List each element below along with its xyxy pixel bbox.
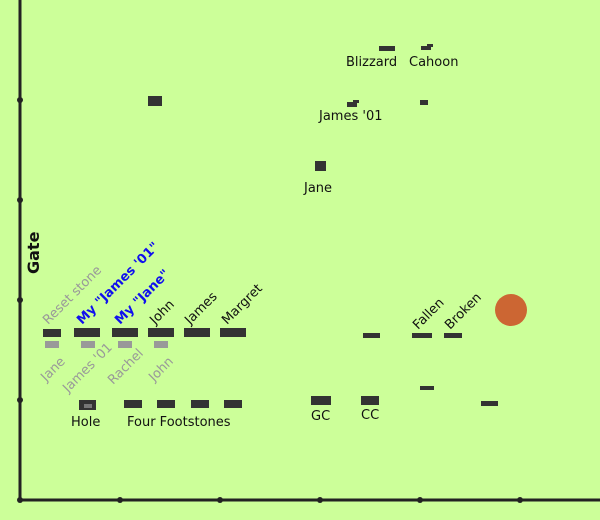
x-tick — [117, 497, 123, 503]
stone-fallen — [412, 333, 432, 338]
label-james-upper: James — [182, 289, 221, 328]
y-tick — [17, 297, 23, 303]
stone-jane-mid — [315, 161, 326, 171]
stone-john-upper — [148, 328, 174, 337]
x-tick — [317, 497, 323, 503]
label-gc: GC — [311, 409, 330, 424]
label-jane-mid: Jane — [303, 181, 332, 196]
y-tick — [17, 197, 23, 203]
stone-cahoon-top — [427, 44, 433, 47]
stone-reset — [43, 329, 61, 337]
label-broken: Broken — [442, 290, 485, 333]
y-tick — [17, 97, 23, 103]
stone-james01-top-b — [353, 100, 359, 103]
label-hole: Hole — [71, 415, 100, 430]
stone-square-left — [148, 96, 162, 106]
stone-james01-top — [347, 102, 357, 107]
stone-hole-inner — [84, 404, 92, 408]
stone-blizzard — [379, 46, 395, 51]
y-tick — [17, 397, 23, 403]
stone-gray-rachel — [118, 341, 132, 348]
x-tick — [217, 497, 223, 503]
stone-gray-james01 — [81, 341, 95, 348]
stone-broken — [444, 333, 462, 338]
stone-small-lower — [420, 386, 434, 390]
stone-my-jane — [112, 328, 138, 337]
label-john-upper: John — [147, 297, 178, 328]
gate-label: Gate — [24, 231, 43, 274]
stone-gc — [311, 396, 331, 405]
stone-unlabeled-mid — [363, 333, 380, 338]
label-james01-top: James '01 — [318, 109, 382, 124]
stone-gray-john — [154, 341, 168, 348]
stone-cahoon — [421, 46, 431, 50]
label-blizzard: Blizzard — [346, 55, 397, 70]
stone-cc — [361, 396, 379, 405]
label-cc: CC — [361, 408, 379, 423]
x-tick — [517, 497, 523, 503]
stone-footstone-3 — [191, 400, 209, 408]
y-tick — [17, 497, 23, 503]
stone-margret — [220, 328, 246, 337]
label-four-footstones: Four Footstones — [127, 415, 231, 430]
stone-my-james01 — [74, 328, 100, 337]
stone-footstone-1 — [124, 400, 142, 408]
stone-james-upper — [184, 328, 210, 337]
stone-footstone-4 — [224, 400, 242, 408]
stone-small-far-right — [481, 401, 498, 406]
stone-small-right — [420, 100, 428, 105]
label-james01-lower: James '01 — [60, 340, 116, 396]
stone-gray-jane — [45, 341, 59, 348]
stone-footstone-2 — [157, 400, 175, 408]
label-margret: Margret — [219, 281, 265, 327]
label-john-lower: John — [146, 354, 177, 385]
orange-marker — [495, 294, 527, 326]
label-fallen: Fallen — [410, 296, 447, 333]
label-cahoon: Cahoon — [409, 55, 458, 70]
x-tick — [417, 497, 423, 503]
